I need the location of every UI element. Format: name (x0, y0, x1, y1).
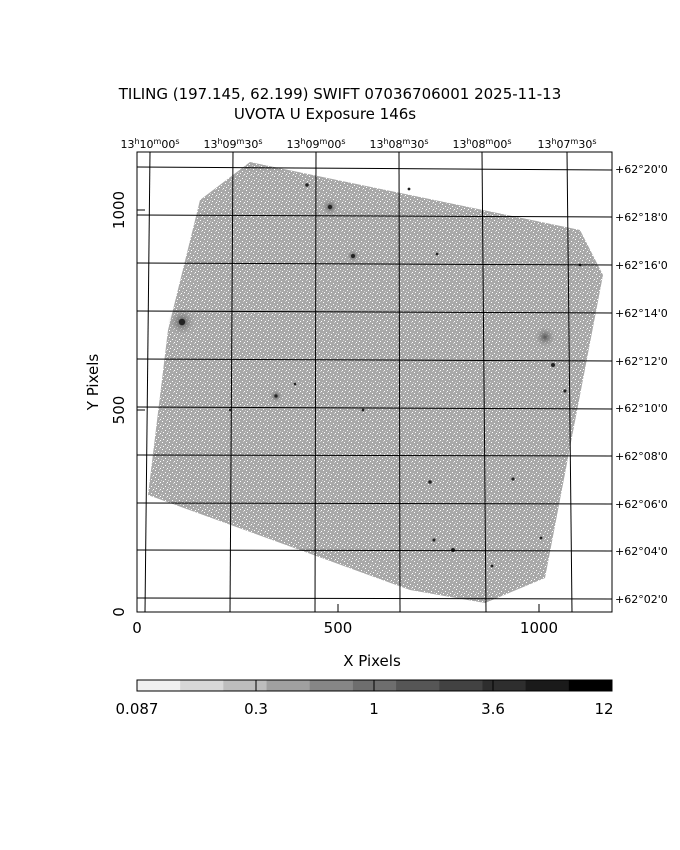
colorbar-swatch (482, 680, 527, 691)
dec-labels: +62°20'0 +62°18'0 +62°16'0 +62°14'0 +62°… (615, 163, 668, 606)
x-tick-label: 500 (324, 619, 353, 637)
ra-tick-label: 13h10m00s (120, 137, 179, 151)
y-axis-label: Y Pixels (84, 354, 102, 412)
y-tick-label: 500 (110, 396, 128, 425)
colorbar-swatch (352, 680, 397, 691)
ra-tick-label: 13h07m30s (537, 137, 596, 151)
colorbar-swatch (396, 680, 440, 691)
y-tick-label: 1000 (110, 191, 128, 229)
colorbar-swatch (266, 680, 311, 691)
point-sources (178, 183, 582, 568)
dec-tick-label: +62°18'0 (615, 211, 668, 224)
pixel-ticks (136, 209, 540, 613)
ra-tick-label: 13h09m30s (203, 137, 262, 151)
colorbar-swatch (223, 680, 268, 691)
halo (534, 326, 556, 348)
colorbar-label: 0.3 (244, 700, 268, 718)
dec-tick-label: +62°10'0 (615, 402, 668, 415)
wcs-grid (136, 151, 613, 613)
colorbar-label: 1 (369, 700, 379, 718)
dec-tick-label: +62°04'0 (615, 545, 668, 558)
colorbar-swatch (525, 680, 570, 691)
colorbar-swatch (439, 680, 483, 691)
dec-tick-label: +62°20'0 (615, 163, 668, 176)
x-tick-label: 1000 (520, 619, 558, 637)
dec-tick-label: +62°08'0 (615, 450, 668, 463)
image-subtitle: UVOTA U Exposure 146s (233, 105, 417, 123)
x-tick-label: 0 (132, 619, 142, 637)
dec-tick-label: +62°02'0 (615, 593, 668, 606)
x-axis-label: X Pixels (343, 652, 401, 670)
colorbar-label: 3.6 (481, 700, 505, 718)
colorbar-gradient (137, 680, 613, 691)
colorbar-label: 0.087 (116, 700, 159, 718)
dec-tick-label: +62°14'0 (615, 307, 668, 320)
ra-tick-label: 13h09m00s (286, 137, 345, 151)
colorbar-label: 12 (594, 700, 613, 718)
dec-tick-label: +62°16'0 (615, 259, 668, 272)
colorbar-swatch (309, 680, 354, 691)
colorbar-ticks (255, 680, 494, 691)
colorbar-swatch (568, 680, 613, 691)
dec-tick-label: +62°06'0 (615, 498, 668, 511)
y-tick-label: 0 (110, 607, 128, 617)
image-title: TILING (197.145, 62.199) SWIFT 070367060… (118, 85, 562, 103)
ra-labels: 13h10m00s 13h09m30s 13h09m00s 13h08m30s … (120, 137, 596, 151)
plot-frame (136, 151, 613, 613)
colorbar-swatch (137, 680, 181, 691)
ra-tick-label: 13h08m30s (369, 137, 428, 151)
dec-tick-label: +62°12'0 (615, 355, 668, 368)
colorbar-swatch (180, 680, 224, 691)
ra-tick-label: 13h08m00s (452, 137, 511, 151)
exposure-field (148, 162, 603, 603)
